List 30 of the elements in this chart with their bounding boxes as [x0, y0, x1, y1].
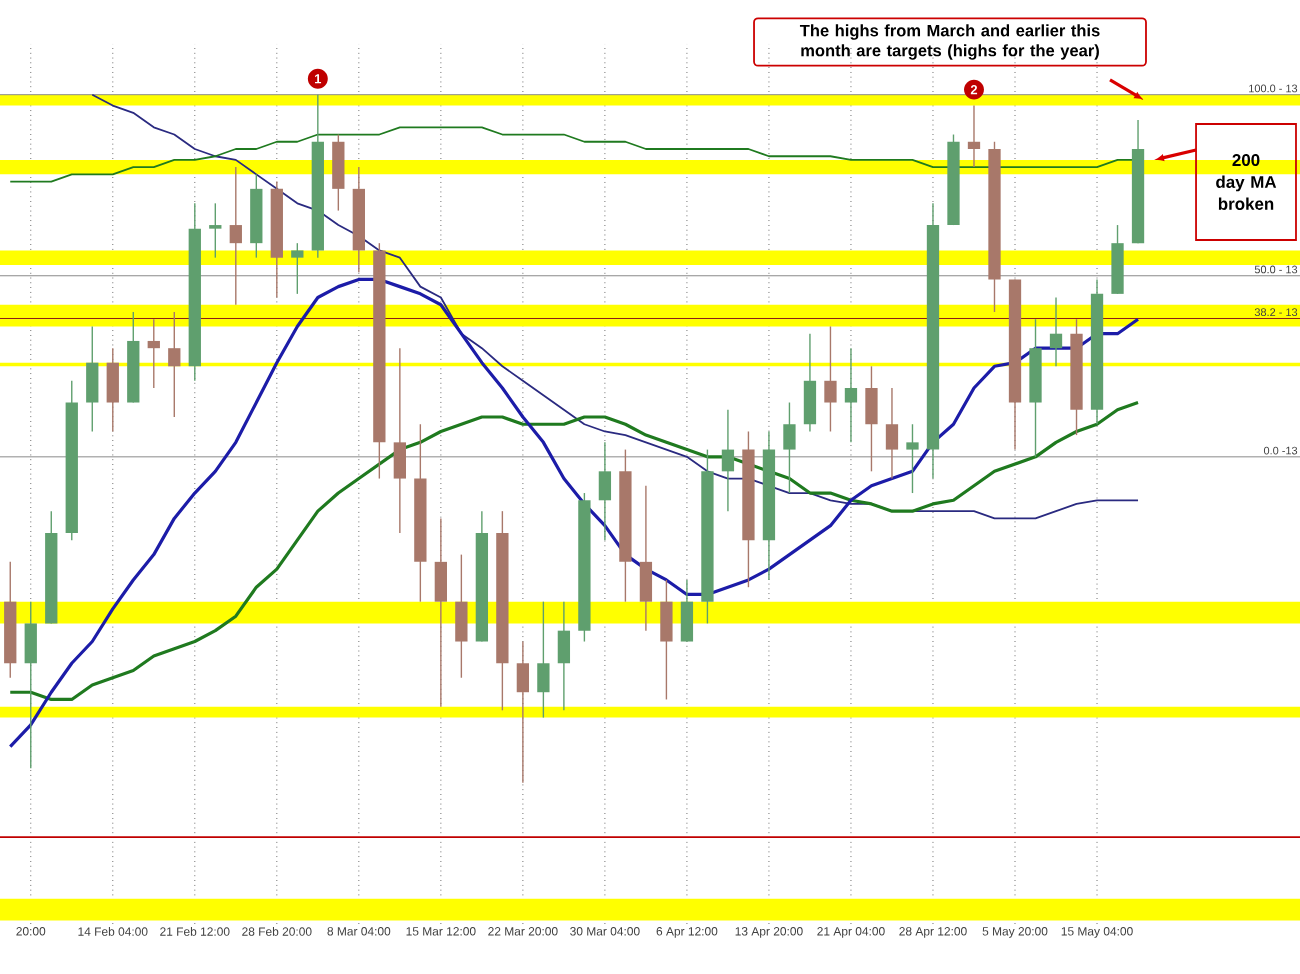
candlestick [557, 600, 571, 712]
candlestick [865, 365, 878, 473]
candlestick [721, 409, 735, 512]
candlestick [24, 600, 37, 769]
candlestick [393, 347, 406, 534]
candlestick [229, 166, 242, 306]
candlestick [168, 311, 181, 418]
candlestick [598, 441, 612, 541]
candlestick [660, 579, 673, 701]
candlestick [967, 104, 981, 168]
candlestick [147, 318, 160, 389]
candlestick [1049, 296, 1063, 367]
candlestick [455, 553, 468, 679]
candlestick [332, 133, 345, 212]
candlestick [824, 325, 837, 433]
annotation: The highs from March and earlier this month are targets (highs for the year) [799, 24, 1100, 60]
candlestick [537, 600, 550, 719]
candlestick [803, 333, 817, 433]
candlestick [106, 347, 119, 433]
candlestick [291, 242, 304, 295]
candlestick [434, 517, 448, 708]
candlestick [906, 423, 919, 494]
candlestick [844, 347, 858, 444]
candlestick [680, 579, 694, 643]
candlestick [86, 325, 99, 433]
candlestick [639, 485, 653, 632]
candlestick [209, 202, 222, 259]
candlestick [783, 401, 796, 494]
candlestick [516, 640, 530, 784]
candlestick [885, 387, 899, 480]
